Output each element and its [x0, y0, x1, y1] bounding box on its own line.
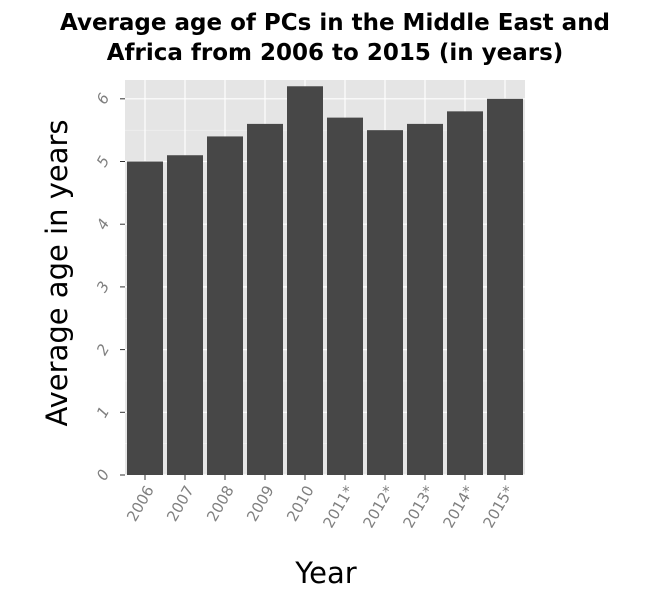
bar-2012-est: [367, 130, 403, 475]
bar-2013-est: [407, 123, 443, 475]
x-tick-label: 2008: [203, 483, 238, 525]
x-axis-ticks: 2006 2007 2008 2009 2010 2011* 2012* 2013* 2014*…: [123, 475, 518, 531]
x-tick-label: 2014*: [439, 482, 478, 531]
x-tick-label: 2007: [163, 483, 198, 525]
bars: [127, 86, 523, 476]
y-tick-label: 1: [93, 404, 113, 421]
y-axis-ticks: 0 1 2 3 4 5 6: [93, 90, 125, 484]
bar-2008: [207, 136, 243, 475]
bar-2010: [287, 86, 323, 476]
bar-2006: [127, 161, 163, 475]
y-tick-label: 5: [93, 153, 113, 170]
x-tick-label: 2006: [123, 483, 158, 525]
bar-2007: [167, 155, 203, 475]
x-tick-label: 2011*: [319, 482, 358, 531]
x-tick-label: 2012*: [359, 482, 398, 531]
y-tick-label: 2: [93, 341, 113, 358]
x-tick-label: 2013*: [399, 482, 438, 531]
chart-title-line-1: Average age of PCs in the Middle East an…: [60, 10, 610, 36]
y-tick-label: 6: [93, 90, 113, 107]
x-axis-title: Year: [294, 556, 356, 590]
bar-2014-est: [447, 111, 483, 475]
bar-2011-est: [327, 117, 363, 475]
y-tick-label: 4: [93, 216, 113, 233]
bar-2015-est: [487, 98, 523, 476]
x-tick-label: 2010: [283, 483, 318, 525]
x-tick-label: 2015*: [479, 482, 518, 531]
x-tick-label: 2009: [243, 483, 278, 525]
chart-title-line-2: Africa from 2006 to 2015 (in years): [107, 40, 564, 66]
y-tick-label: 3: [93, 278, 113, 295]
y-tick-label: 0: [93, 466, 113, 483]
y-axis-title: Average age in years: [40, 119, 74, 426]
bar-2009: [247, 123, 283, 475]
